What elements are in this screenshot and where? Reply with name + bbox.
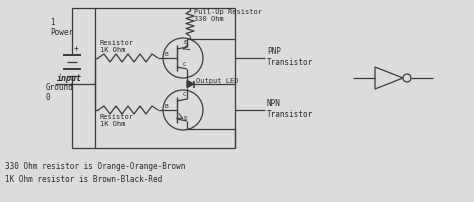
Text: B: B <box>165 104 169 109</box>
Text: input: input <box>57 74 82 83</box>
Text: Pull-Up Resistor
330 Ohm: Pull-Up Resistor 330 Ohm <box>194 9 262 22</box>
Text: PNP
Transistor: PNP Transistor <box>267 47 313 67</box>
Text: Ground
0: Ground 0 <box>46 83 74 102</box>
Text: Resistor
1K Ohm: Resistor 1K Ohm <box>100 114 134 127</box>
Polygon shape <box>187 81 194 87</box>
Text: Resistor
1K Ohm: Resistor 1K Ohm <box>100 40 134 53</box>
Text: C: C <box>183 62 187 67</box>
Text: 1
Power: 1 Power <box>50 18 73 37</box>
Text: C: C <box>183 92 187 97</box>
Text: NPN
Transistor: NPN Transistor <box>267 99 313 119</box>
Text: E: E <box>183 116 187 121</box>
Text: Output LED: Output LED <box>196 78 238 84</box>
Text: 1K Ohm resistor is Brown-Black-Red: 1K Ohm resistor is Brown-Black-Red <box>5 175 162 184</box>
Text: 330 Ohm resistor is Orange-Orange-Brown: 330 Ohm resistor is Orange-Orange-Brown <box>5 162 185 171</box>
Text: B: B <box>165 52 169 57</box>
Text: E: E <box>183 40 187 45</box>
Text: +: + <box>74 44 79 53</box>
